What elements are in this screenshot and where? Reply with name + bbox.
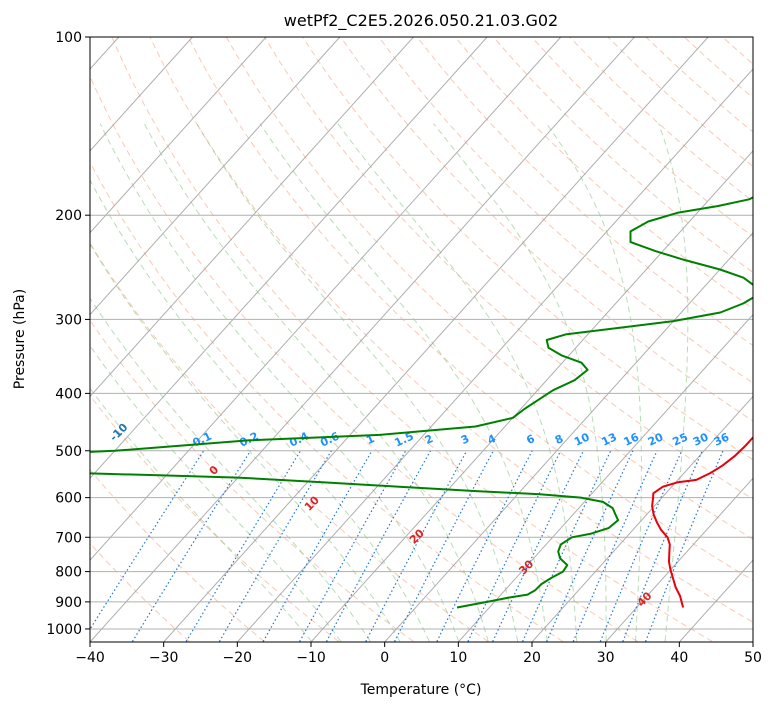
mixing-ratio-label: 30: [691, 430, 711, 448]
x-tick-label: 40: [670, 650, 688, 666]
dry-adiabat-line: [531, 37, 753, 238]
isotherm-line: [237, 68, 753, 642]
dry-adiabat-label: 20: [407, 526, 427, 546]
dry-adiabat-line: [378, 37, 753, 384]
x-tick-label: −30: [149, 650, 179, 666]
x-axis-label: Temperature (°C): [360, 682, 482, 698]
axis-ticks: −40 −30 −20 −10 0 10 20 30 40 5010020030040050060…: [46, 30, 762, 666]
mixing-ratio-label: 6: [524, 432, 537, 447]
isotherm-line: [532, 395, 753, 642]
moist-adiabat-line: [90, 344, 342, 642]
dry-adiabat-line: [645, 37, 753, 133]
mixing-ratio-label: 8: [553, 432, 565, 447]
mixing-ratio-label: 16: [622, 430, 642, 448]
dry-adiabat-line: [111, 37, 713, 642]
mixing-ratio-line: [90, 450, 205, 631]
y-tick-label: 700: [55, 530, 82, 546]
moist-adiabat-line: [259, 123, 548, 642]
mixing-ratio-line: [546, 450, 634, 642]
moist-adiabat-line: [337, 123, 578, 642]
mixing-ratio-label: 10: [572, 430, 592, 448]
x-tick-label: 20: [523, 650, 541, 666]
moist-adiabat-line: [196, 123, 519, 642]
x-tick-label: −20: [223, 650, 253, 666]
y-tick-label: 900: [55, 595, 82, 611]
mixing-ratio-line: [325, 450, 432, 642]
mixing-ratio-line: [436, 450, 533, 642]
mixing-ratio-line: [131, 450, 252, 642]
dewpoint-line: [90, 196, 753, 609]
mixing-ratio-line: [467, 450, 562, 642]
mixing-ratio-label: 36: [712, 430, 732, 448]
isotherm-line: [163, 37, 709, 642]
dry-adiabat-line: [683, 37, 753, 99]
x-tick-label: 0: [380, 650, 389, 666]
isotherm-line: [90, 37, 562, 561]
mixing-ratio-line: [299, 450, 407, 642]
isotherm-line: [753, 37, 775, 642]
isotherm-line: [90, 37, 341, 316]
mixing-ratio-line: [622, 450, 703, 642]
mixing-ratio-line: [492, 450, 584, 642]
isotherm-line: [384, 231, 753, 642]
isotherm-line: [311, 150, 753, 642]
isotherm-line: [458, 313, 753, 642]
dry-adiabat-line: [607, 37, 753, 168]
dry-adiabat-label: -10: [107, 421, 130, 444]
y-tick-label: 200: [55, 208, 82, 224]
y-tick-label: 500: [55, 444, 82, 460]
x-tick-label: −40: [75, 650, 105, 666]
chart-title: wetPf2_C2E5.2026.050.21.03.G02: [284, 11, 558, 31]
x-tick-label: 30: [597, 650, 615, 666]
dry-adiabat-line: [90, 242, 489, 642]
isotherm-line: [90, 37, 193, 152]
y-tick-label: 800: [55, 565, 82, 581]
mixing-ratio-label: 3: [459, 432, 471, 447]
mixing-ratio-label: 13: [600, 430, 619, 448]
dry-adiabat-line: [416, 37, 753, 347]
mixing-ratio-line: [599, 450, 683, 642]
dry-adiabat-line: [90, 468, 265, 642]
mixing-ratio-label: 0.1: [191, 430, 214, 450]
y-tick-label: 400: [55, 386, 82, 402]
dry-adiabat-line: [90, 319, 414, 642]
isotherm-line: [90, 37, 267, 234]
y-tick-label: 1000: [46, 622, 82, 638]
y-axis-label: Pressure (hPa): [12, 289, 28, 389]
y-tick-label: 300: [55, 312, 82, 328]
x-tick-label: −10: [296, 650, 326, 666]
moist-adiabat-line: [90, 387, 312, 642]
dry-adiabat-line: [90, 542, 190, 642]
plot-frame: [89, 36, 754, 643]
dry-adiabat-line: [761, 37, 775, 642]
dry-adiabat-line: [90, 394, 340, 642]
isotherm-line: [90, 37, 414, 398]
mixing-ratio-label: 25: [671, 430, 690, 448]
mixing-ratio-line: [645, 450, 724, 642]
x-tick-label: 10: [449, 650, 467, 666]
mixing-ratio-label: 0.6: [318, 429, 341, 449]
mixing-ratio-line: [572, 450, 658, 642]
isotherm-line: [90, 37, 635, 642]
mixing-ratio-label: 2: [423, 432, 435, 447]
moist-adiabat-line: [90, 243, 401, 642]
temperature-line: [651, 435, 753, 608]
dry-adiabat-line: [225, 37, 753, 540]
isotherm-line: [605, 477, 753, 642]
y-tick-label: 600: [55, 491, 82, 507]
isotherm-line: [90, 37, 488, 480]
plot-area: 0.10.20.40.611.52346810131620253036-100-…: [46, 37, 775, 642]
moist-adiabat-line: [658, 123, 689, 642]
mixing-ratio-label: 20: [646, 430, 666, 448]
moist-adiabat-line: [99, 123, 460, 642]
dry-adiabat-label: -20: [46, 418, 69, 441]
dry-adiabat-line: [454, 37, 753, 310]
isotherm-line: [679, 559, 753, 642]
x-tick-label: 50: [744, 650, 762, 666]
y-tick-label: 100: [55, 30, 82, 46]
dry-adiabat-line: [149, 37, 753, 623]
moist-adiabat-line: [143, 123, 489, 642]
